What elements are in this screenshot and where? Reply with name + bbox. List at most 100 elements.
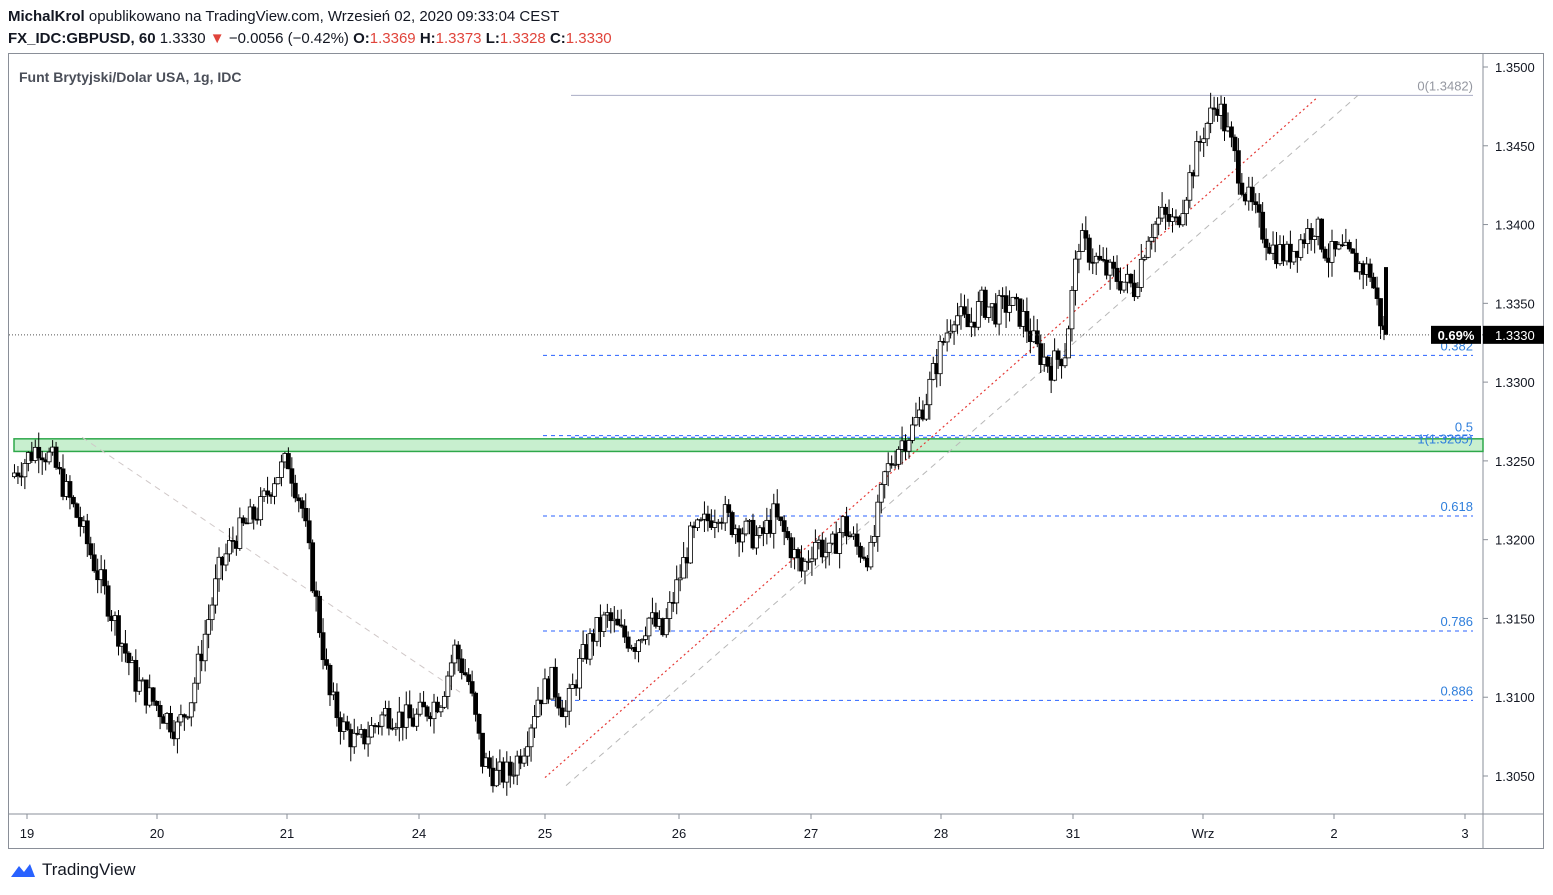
candle-body[interactable] xyxy=(1121,281,1127,291)
candle-body[interactable] xyxy=(532,716,537,729)
candle-body[interactable] xyxy=(74,503,80,518)
trendline-red[interactable] xyxy=(544,96,1319,779)
candle-body[interactable] xyxy=(1024,311,1030,332)
candle-body[interactable] xyxy=(535,699,541,717)
candle-body[interactable] xyxy=(823,551,829,558)
candle-body[interactable] xyxy=(1346,241,1352,250)
candle-body[interactable] xyxy=(1183,199,1189,215)
candle-body[interactable] xyxy=(774,503,780,518)
candle-body[interactable] xyxy=(712,522,718,528)
candle-body[interactable] xyxy=(448,662,454,677)
candle-body[interactable] xyxy=(459,658,465,674)
candle-body[interactable] xyxy=(1312,235,1318,240)
author-name[interactable]: MichalKrol xyxy=(8,8,85,25)
candle-body[interactable] xyxy=(1353,252,1359,273)
candle-body[interactable] xyxy=(951,324,957,332)
candle-body[interactable] xyxy=(681,557,687,579)
candle-body[interactable] xyxy=(1367,263,1373,278)
footer-brand[interactable]: TradingView xyxy=(42,860,136,879)
candle-body[interactable] xyxy=(1052,350,1058,381)
candle-body[interactable] xyxy=(105,585,111,617)
candle-body[interactable] xyxy=(417,701,423,715)
candle-body[interactable] xyxy=(102,569,108,587)
candle-body[interactable] xyxy=(168,712,173,733)
candle-body[interactable] xyxy=(809,558,815,562)
candle-body[interactable] xyxy=(36,446,42,459)
candle-body[interactable] xyxy=(1073,258,1078,291)
candle-body[interactable] xyxy=(88,543,94,556)
candle-body[interactable] xyxy=(913,417,919,426)
candle-body[interactable] xyxy=(837,532,843,554)
candle-body[interactable] xyxy=(39,457,45,461)
candle-body[interactable] xyxy=(1308,228,1314,240)
candle-body[interactable] xyxy=(22,463,28,478)
candle-body[interactable] xyxy=(15,472,21,477)
candle-body[interactable] xyxy=(1149,236,1155,242)
candle-body[interactable] xyxy=(729,512,735,535)
candle-body[interactable] xyxy=(511,774,517,777)
candle-body[interactable] xyxy=(466,674,472,682)
candle-body[interactable] xyxy=(209,604,215,621)
candle-body[interactable] xyxy=(663,618,669,636)
candle-body[interactable] xyxy=(272,483,277,497)
candle-body[interactable] xyxy=(1336,244,1342,250)
candle-body[interactable] xyxy=(885,463,891,473)
candle-body[interactable] xyxy=(1329,241,1335,263)
candle-body[interactable] xyxy=(525,746,531,757)
candle-body[interactable] xyxy=(826,542,832,553)
candle-body[interactable] xyxy=(507,761,513,776)
candle-body[interactable] xyxy=(178,714,184,723)
candle-body[interactable] xyxy=(1111,261,1116,269)
candle-body[interactable] xyxy=(667,601,673,619)
candle-body[interactable] xyxy=(57,467,62,470)
candle-body[interactable] xyxy=(854,533,860,547)
candle-body[interactable] xyxy=(455,644,461,660)
candle-body[interactable] xyxy=(1235,150,1241,184)
candle-body[interactable] xyxy=(351,732,357,748)
candle-body[interactable] xyxy=(1010,296,1016,306)
candle-body[interactable] xyxy=(1319,218,1324,250)
candle-body[interactable] xyxy=(625,636,631,649)
candle-body[interactable] xyxy=(1187,172,1193,201)
candle-body[interactable] xyxy=(185,716,191,719)
candle-body[interactable] xyxy=(1069,289,1075,330)
candle-body[interactable] xyxy=(441,695,447,708)
candle-body[interactable] xyxy=(1208,107,1214,124)
candle-body[interactable] xyxy=(1239,182,1245,195)
candle-body[interactable] xyxy=(379,714,385,727)
candle-body[interactable] xyxy=(1260,211,1266,240)
candle-body[interactable] xyxy=(871,536,877,543)
candle-body[interactable] xyxy=(1371,276,1376,289)
candle-body[interactable] xyxy=(181,714,187,718)
candle-body[interactable] xyxy=(306,520,312,544)
candle-body[interactable] xyxy=(1263,238,1269,248)
candle-body[interactable] xyxy=(393,727,399,730)
candle-body[interactable] xyxy=(802,561,808,572)
candle-body[interactable] xyxy=(722,504,728,524)
candle-body[interactable] xyxy=(292,482,298,499)
candle-body[interactable] xyxy=(296,497,302,502)
candle-body[interactable] xyxy=(237,517,243,549)
candle-body[interactable] xyxy=(126,652,132,664)
candle-body[interactable] xyxy=(698,518,704,521)
candle-body[interactable] xyxy=(1138,258,1144,288)
candle-body[interactable] xyxy=(927,378,933,406)
candle-body[interactable] xyxy=(910,424,915,441)
candle-body[interactable] xyxy=(227,540,232,555)
candle-body[interactable] xyxy=(552,666,558,698)
candle-body[interactable] xyxy=(986,306,992,318)
candle-body[interactable] xyxy=(923,404,929,420)
candle-body[interactable] xyxy=(1145,240,1151,258)
candle-body[interactable] xyxy=(487,757,492,769)
candle-body[interactable] xyxy=(587,633,593,660)
candle-body[interactable] xyxy=(1256,204,1262,213)
candle-body[interactable] xyxy=(1152,223,1158,238)
candle-body[interactable] xyxy=(726,504,732,513)
candle-body[interactable] xyxy=(1034,330,1040,345)
candle-body[interactable] xyxy=(310,542,316,592)
candle-body[interactable] xyxy=(646,617,652,637)
candle-body[interactable] xyxy=(1232,136,1238,152)
candle-body[interactable] xyxy=(878,484,884,503)
candle-body[interactable] xyxy=(955,315,960,326)
